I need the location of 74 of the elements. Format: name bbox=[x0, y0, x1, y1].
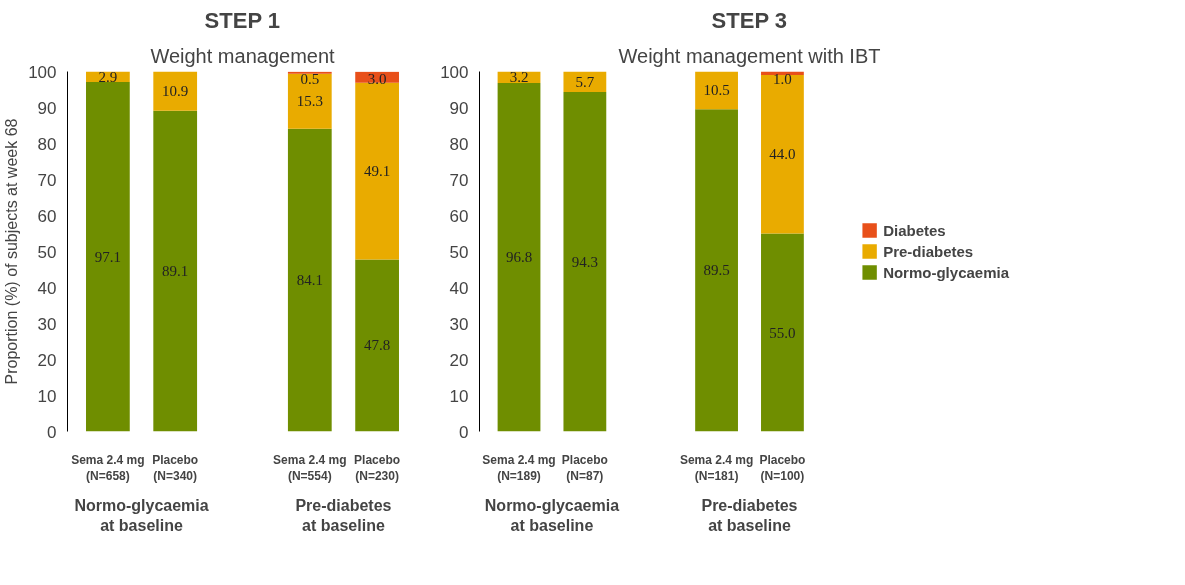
x-tick-label: Placebo (N=230) bbox=[354, 452, 401, 484]
data-label: 1.0 bbox=[773, 70, 792, 87]
y-tick-label: 40 bbox=[37, 278, 57, 298]
y-tick-label: 10 bbox=[449, 386, 469, 406]
y-tick-label: 50 bbox=[449, 242, 469, 262]
x-tick-label: Sema 2.4 mg (N=181) bbox=[679, 452, 754, 484]
data-label: 5.7 bbox=[575, 73, 595, 90]
bar bbox=[153, 71, 198, 111]
bar bbox=[761, 233, 804, 432]
y-tick-label: 100 bbox=[440, 62, 469, 82]
y-tick-label: 90 bbox=[37, 98, 57, 118]
bar bbox=[287, 128, 332, 432]
legend-label: Pre-diabetes bbox=[883, 242, 974, 260]
x-tick-label: Placebo (N=340) bbox=[152, 452, 199, 484]
data-label: 3.2 bbox=[509, 69, 529, 86]
y-axis-title: Proportion (%) of subjects at week 68 bbox=[3, 118, 21, 385]
data-label: 96.8 bbox=[505, 249, 533, 266]
y-tick-label: 30 bbox=[37, 314, 57, 334]
x-tick-label: Sema 2.4 mg (N=658) bbox=[71, 452, 145, 484]
data-label: 2.9 bbox=[98, 68, 118, 85]
data-label: 84.1 bbox=[296, 272, 323, 289]
y-tick-label: 60 bbox=[449, 206, 469, 226]
data-label: 47.8 bbox=[363, 337, 391, 354]
data-label: 97.1 bbox=[94, 248, 122, 265]
y-tick-label: 90 bbox=[449, 98, 469, 118]
data-label: 10.5 bbox=[703, 82, 730, 99]
legend-label: Diabetes bbox=[883, 221, 946, 239]
bar bbox=[497, 83, 541, 432]
data-label: 10.9 bbox=[162, 83, 189, 100]
x-tick-label: Placebo (N=100) bbox=[759, 452, 806, 484]
legend-label: Normo-glycaemia bbox=[883, 263, 1009, 281]
data-label: 89.5 bbox=[703, 262, 730, 279]
bar bbox=[287, 73, 332, 129]
bar bbox=[355, 82, 399, 260]
y-tick-label: 40 bbox=[449, 278, 469, 298]
x-tick-label: Sema 2.4 mg (N=554) bbox=[273, 452, 347, 484]
bar bbox=[86, 81, 130, 432]
x-tick-label: Sema 2.4 mg (N=189) bbox=[482, 452, 556, 484]
y-tick-label: 80 bbox=[37, 134, 57, 154]
y-tick-label: 20 bbox=[37, 350, 57, 370]
data-label: 44.0 bbox=[769, 146, 796, 163]
data-label: 3.0 bbox=[367, 70, 387, 87]
y-tick-label: 70 bbox=[449, 170, 469, 190]
y-tick-label: 100 bbox=[28, 62, 57, 82]
chart-subtitle: Weight management bbox=[150, 44, 336, 67]
text: Pre-diabetes at baseline bbox=[701, 496, 798, 534]
y-tick-label: 60 bbox=[37, 206, 57, 226]
data-label: 55.0 bbox=[769, 324, 796, 341]
y-tick-label: 20 bbox=[449, 350, 469, 370]
text: Pre-diabetes at baseline bbox=[295, 496, 392, 534]
data-label: 15.3 bbox=[296, 93, 323, 110]
chart-subtitle: Weight management with IBT bbox=[618, 44, 881, 67]
data-label: 49.1 bbox=[363, 163, 391, 180]
chart-title: STEP 1 bbox=[204, 7, 281, 33]
y-tick-label: 30 bbox=[449, 314, 469, 334]
bar bbox=[563, 92, 607, 432]
bar bbox=[355, 259, 399, 432]
y-tick-label: 0 bbox=[47, 422, 57, 442]
text: Normo-glycaemia at baseline bbox=[484, 496, 620, 534]
y-tick-label: 70 bbox=[37, 170, 57, 190]
bar bbox=[153, 110, 198, 432]
text: Normo-glycaemia at baseline bbox=[74, 496, 209, 534]
bar bbox=[695, 71, 738, 110]
y-tick-label: 0 bbox=[459, 422, 469, 442]
data-label: 94.3 bbox=[571, 253, 598, 270]
y-tick-label: 50 bbox=[37, 242, 57, 262]
x-tick-label: Placebo (N=87) bbox=[561, 452, 608, 484]
bar bbox=[695, 109, 738, 432]
chart-title: STEP 3 bbox=[711, 7, 788, 33]
bar bbox=[761, 75, 804, 234]
y-tick-label: 10 bbox=[37, 386, 57, 406]
y-tick-label: 80 bbox=[449, 134, 469, 154]
data-label: 89.1 bbox=[162, 263, 189, 280]
data-label: 0.5 bbox=[300, 70, 320, 87]
